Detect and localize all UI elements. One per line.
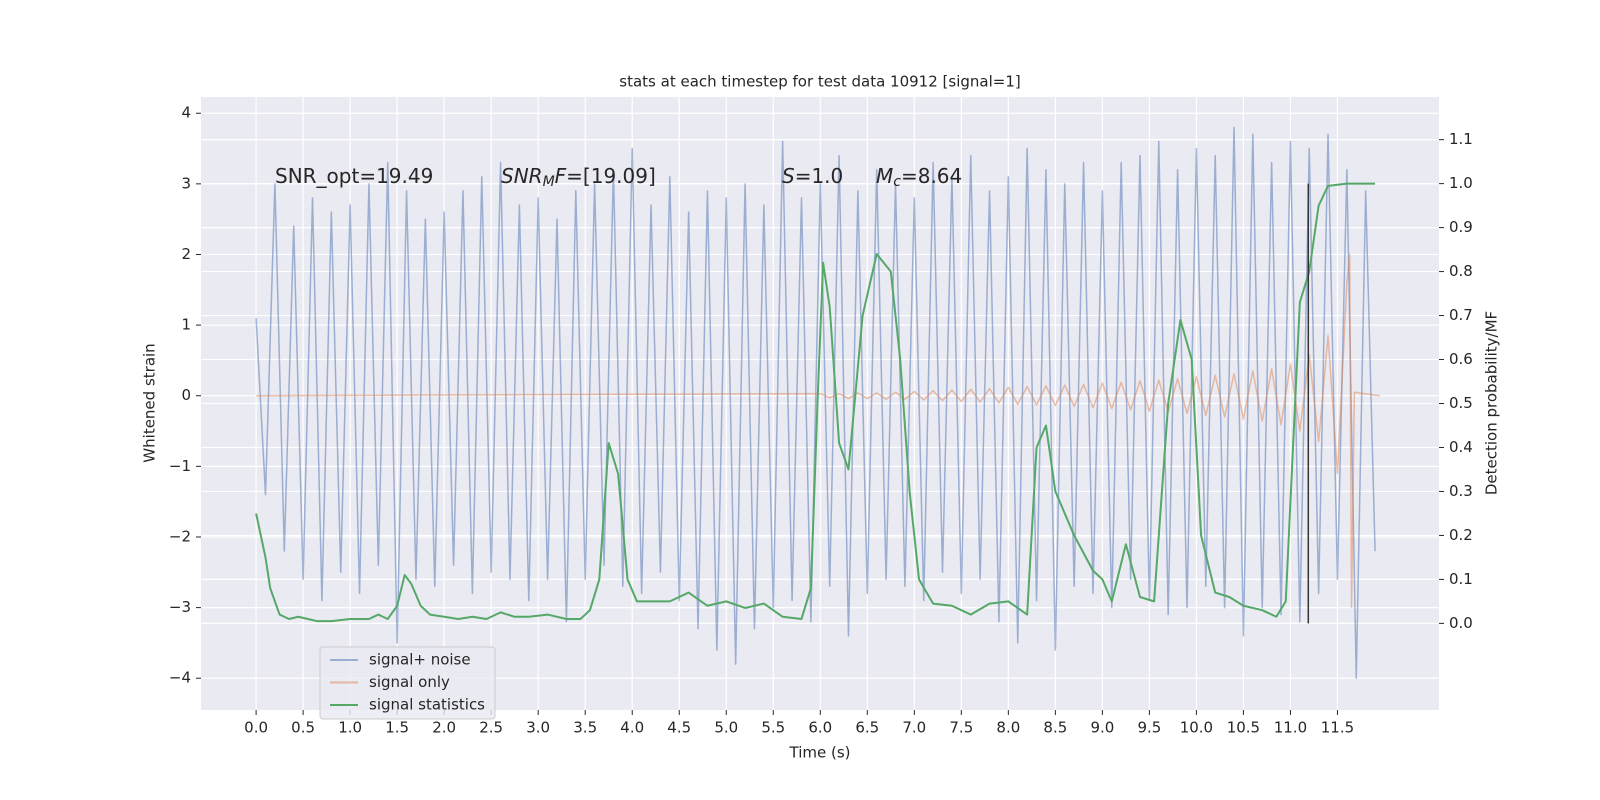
y2-tick-label: 0.3 bbox=[1449, 482, 1473, 500]
x-tick-label: 3.0 bbox=[526, 719, 550, 737]
y2-tick-label: 0.5 bbox=[1449, 394, 1473, 412]
x-tick-label: 8.0 bbox=[996, 719, 1020, 737]
annotation-part: =8.64 bbox=[901, 164, 962, 188]
x-tick-label: 4.0 bbox=[620, 719, 644, 737]
x-tick-label: 7.5 bbox=[949, 719, 973, 737]
x-tick-label: 4.5 bbox=[667, 719, 691, 737]
y2-tick-label: 0.0 bbox=[1449, 614, 1473, 632]
annotation-part: M bbox=[543, 174, 555, 190]
x-axis-label: Time (s) bbox=[789, 744, 851, 762]
series-line bbox=[256, 253, 1380, 609]
x-tick-label: 2.0 bbox=[432, 719, 456, 737]
x-tick-label: 2.5 bbox=[479, 719, 503, 737]
annotation: S=1.0 bbox=[782, 164, 843, 188]
y2-tick-label: 0.6 bbox=[1449, 350, 1473, 368]
x-tick-label: 11.0 bbox=[1274, 719, 1307, 737]
y-tick-label: −2 bbox=[169, 527, 191, 545]
x-tick-label: 10.5 bbox=[1227, 719, 1260, 737]
y-tick-label: −1 bbox=[169, 457, 191, 475]
annotation: SNR_opt=19.49 bbox=[275, 164, 433, 188]
y2-tick-label: 0.8 bbox=[1449, 262, 1473, 280]
x-tick-label: 0.0 bbox=[244, 719, 268, 737]
x-tick-label: 5.0 bbox=[714, 719, 738, 737]
annotation-part: SNR bbox=[501, 164, 543, 188]
x-tick-label: 3.5 bbox=[573, 719, 597, 737]
series-line bbox=[255, 126, 1376, 679]
x-tick-label: 6.5 bbox=[855, 719, 879, 737]
series-line bbox=[255, 182, 1376, 623]
y2-tick-label: 0.7 bbox=[1449, 306, 1473, 324]
annotation: SNRMF=[19.09] bbox=[501, 164, 656, 191]
x-tick-label: 1.5 bbox=[385, 719, 409, 737]
y2-tick-label: 0.2 bbox=[1449, 526, 1473, 544]
y2-axis-label: Detection probability/MF bbox=[1483, 311, 1501, 495]
chart-title: stats at each timestep for test data 109… bbox=[619, 73, 1020, 91]
y2-tick-label: 1.1 bbox=[1449, 130, 1473, 148]
y-tick-label: 3 bbox=[181, 174, 191, 192]
plot-area bbox=[255, 126, 1380, 679]
annotation-part: =[19.09] bbox=[566, 164, 656, 188]
x-tick-label: 10.0 bbox=[1180, 719, 1213, 737]
legend-label: signal only bbox=[369, 673, 450, 691]
x-tick-label: 9.5 bbox=[1137, 719, 1161, 737]
y2-tick-label: 0.4 bbox=[1449, 438, 1473, 456]
y2-tick-label: 0.1 bbox=[1449, 570, 1473, 588]
y-tick-label: 4 bbox=[181, 104, 191, 122]
y-tick-label: −4 bbox=[169, 669, 191, 687]
y2-tick-label: 1.0 bbox=[1449, 174, 1473, 192]
x-tick-label: 1.0 bbox=[338, 719, 362, 737]
y-tick-label: 1 bbox=[181, 316, 191, 334]
annotation-part: SNR_opt=19.49 bbox=[275, 164, 433, 188]
legend: signal+ noise signal only signal statistic… bbox=[319, 646, 496, 720]
annotation-part: c bbox=[893, 174, 901, 190]
legend-label: signal+ noise bbox=[369, 651, 471, 669]
legend-box bbox=[319, 646, 496, 720]
annotation-part: =1.0 bbox=[795, 164, 844, 188]
y2-tick-label: 0.9 bbox=[1449, 218, 1473, 236]
x-tick-label: 9.0 bbox=[1090, 719, 1114, 737]
annotation-part: M bbox=[876, 164, 893, 188]
annotation-part: S bbox=[782, 164, 795, 188]
annotation-part: F bbox=[555, 164, 567, 188]
x-tick-label: 6.0 bbox=[808, 719, 832, 737]
x-tick-label: 7.0 bbox=[902, 719, 926, 737]
y-tick-label: −3 bbox=[169, 598, 191, 616]
x-tick-label: 5.5 bbox=[761, 719, 785, 737]
y-axis-label: Whitened strain bbox=[141, 343, 159, 462]
y-tick-label: 0 bbox=[181, 386, 191, 404]
annotation: Mc=8.64 bbox=[876, 164, 962, 191]
y-tick-label: 2 bbox=[181, 245, 191, 263]
x-tick-label: 8.5 bbox=[1043, 719, 1067, 737]
x-tick-label: 11.5 bbox=[1321, 719, 1354, 737]
legend-label: signal statistics bbox=[369, 696, 485, 714]
x-tick-label: 0.5 bbox=[291, 719, 315, 737]
